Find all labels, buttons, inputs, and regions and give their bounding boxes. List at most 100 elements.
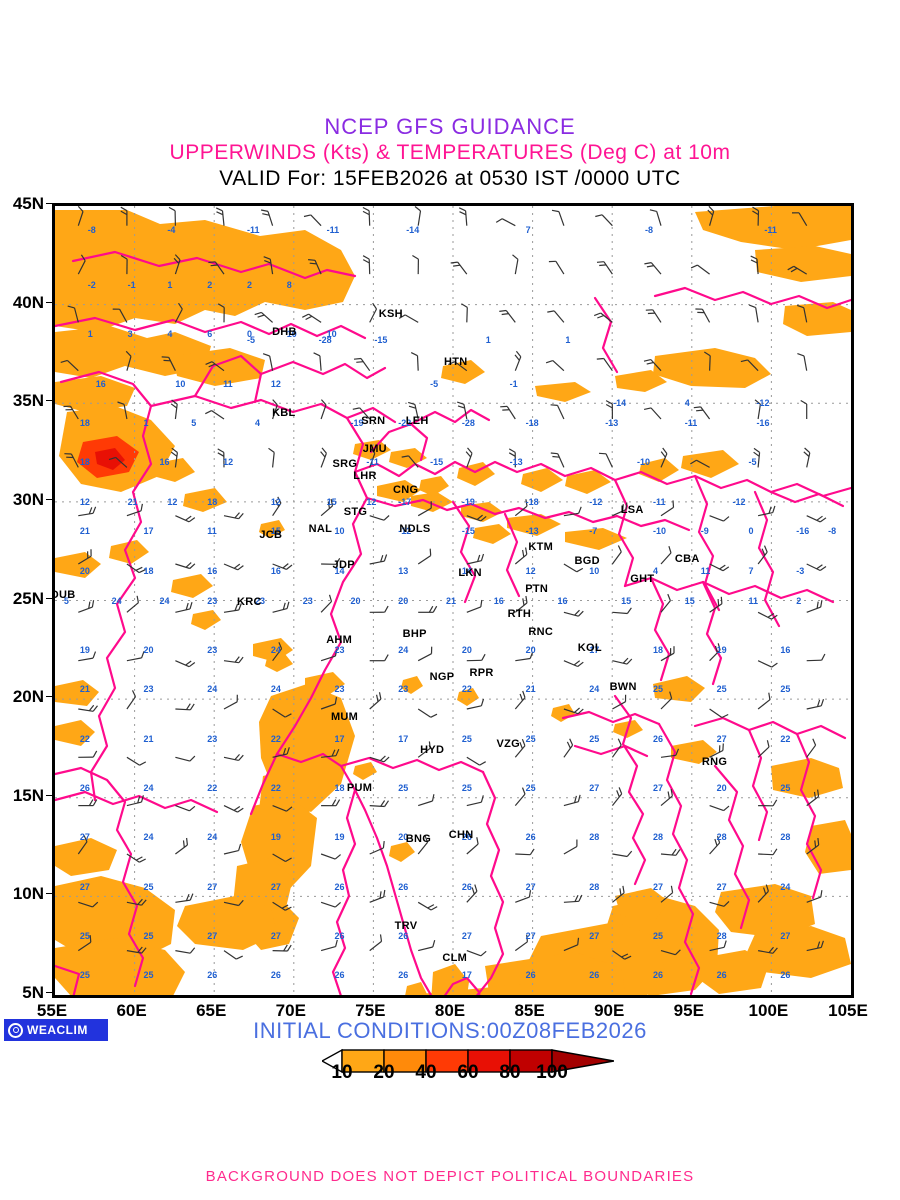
wind-barb bbox=[117, 401, 128, 420]
wind-barb bbox=[612, 694, 627, 710]
wind-barb bbox=[175, 805, 196, 812]
wind-barb bbox=[466, 756, 486, 766]
wind-barb bbox=[170, 399, 178, 420]
wind-barb bbox=[320, 399, 327, 420]
wind-barb bbox=[254, 311, 273, 323]
wind-barb bbox=[709, 836, 721, 855]
temperature-value: -16 bbox=[756, 417, 770, 428]
temperature-value: -14 bbox=[406, 224, 420, 235]
wind-barb bbox=[217, 448, 225, 468]
lat-tick-mark bbox=[46, 301, 52, 303]
wind-barb bbox=[757, 884, 769, 903]
temperature-value: -19 bbox=[350, 417, 364, 428]
map-plot-area[interactable]: -8 -4 -11 -11 -14 7 -8 -11 -2 -1 1 2 2 8 1 3 4 6 0 10 10 -5 -2… bbox=[52, 203, 854, 998]
temperature-value: 19 bbox=[79, 644, 90, 655]
wind-barb bbox=[709, 805, 730, 812]
wind-barb bbox=[612, 950, 632, 960]
wind-barb bbox=[709, 515, 730, 522]
wind-barb bbox=[175, 755, 196, 762]
temperature-value: 25 bbox=[780, 684, 791, 695]
wind-barb bbox=[806, 890, 823, 903]
temperature-value: 22 bbox=[207, 782, 218, 793]
wind-barb bbox=[563, 563, 584, 573]
temperature-value: 21 bbox=[446, 595, 457, 606]
wind-barb bbox=[660, 593, 671, 613]
temperature-value: -16 bbox=[796, 526, 810, 537]
temperature-value: 1 bbox=[565, 335, 571, 346]
wind-barb bbox=[418, 794, 435, 807]
weaclim-logo[interactable]: WEACLIM bbox=[4, 1019, 108, 1041]
city-label: RNG bbox=[701, 756, 728, 769]
temperature-value: 2 bbox=[207, 279, 213, 290]
wind-barb bbox=[757, 545, 768, 565]
temperature-value: 21 bbox=[79, 526, 90, 537]
wind-barb bbox=[321, 748, 340, 758]
lat-tick-mark bbox=[46, 400, 52, 402]
temperature-value: 28 bbox=[716, 930, 727, 941]
wind-barb bbox=[595, 214, 613, 227]
wind-barb bbox=[272, 496, 282, 517]
wind-barb bbox=[77, 549, 92, 565]
wind-barb bbox=[563, 894, 583, 903]
city-label: CHN bbox=[448, 829, 474, 842]
wind-barb bbox=[272, 944, 292, 952]
temperature-value: 8 bbox=[286, 279, 292, 290]
wind-barb bbox=[174, 302, 183, 323]
wind-barb bbox=[466, 950, 487, 957]
temperature-value: 25 bbox=[525, 733, 536, 744]
lat-tick-mark bbox=[46, 498, 52, 500]
wind-barb bbox=[223, 950, 243, 960]
city-label: BWN bbox=[609, 681, 637, 694]
city-label: SRN bbox=[361, 415, 386, 427]
wind-barb bbox=[223, 563, 244, 571]
wind-barb bbox=[514, 690, 526, 710]
wind-barb bbox=[320, 901, 341, 908]
wind-barb bbox=[272, 642, 283, 662]
lon-tick-label: 95E bbox=[673, 1001, 704, 1020]
wind-barb bbox=[791, 212, 808, 227]
temperature-value: -22 bbox=[398, 417, 412, 428]
lon-tick-label: 85E bbox=[514, 1001, 545, 1020]
temperature-value: 10 bbox=[286, 329, 297, 340]
temperature-value: -11 bbox=[764, 224, 777, 235]
temperature-value: -28 bbox=[461, 417, 475, 428]
temperature-value: -28 bbox=[318, 335, 332, 346]
temperature-value: -11 bbox=[247, 224, 260, 235]
wind-barb bbox=[757, 740, 770, 758]
wind-barb bbox=[596, 261, 613, 275]
colorbar[interactable] bbox=[322, 1048, 614, 1082]
wind-barb bbox=[563, 609, 584, 617]
wind-barb bbox=[362, 255, 371, 275]
wind-barb bbox=[806, 563, 827, 572]
wind-barb bbox=[398, 314, 419, 323]
temperature-value: 25 bbox=[79, 970, 90, 981]
wind-barb bbox=[612, 657, 633, 665]
temperature-value: 24 bbox=[143, 782, 154, 793]
temperature-value: 12 bbox=[270, 496, 281, 507]
city-label: LSA bbox=[620, 503, 644, 516]
lat-tick-label: 30N bbox=[12, 489, 44, 509]
wind-barb bbox=[448, 361, 468, 372]
temperature-value: -18 bbox=[525, 417, 539, 428]
wind-barb bbox=[660, 691, 673, 710]
wind-barb bbox=[748, 304, 759, 323]
temperature-value: -10 bbox=[637, 457, 651, 468]
temperature-value: 20 bbox=[398, 832, 409, 843]
temperature-value: -17 bbox=[398, 496, 412, 507]
wind-barb bbox=[709, 743, 724, 758]
wind-barb bbox=[660, 848, 681, 856]
wind-barb bbox=[593, 312, 613, 323]
wind-barb bbox=[461, 303, 468, 323]
wind-barb bbox=[369, 302, 378, 323]
temperature-value: 5 bbox=[191, 417, 197, 428]
wind-barb bbox=[175, 602, 193, 613]
wind-barb bbox=[752, 206, 760, 226]
temperature-value: 16 bbox=[493, 595, 504, 606]
lon-tick-label: 55E bbox=[36, 1001, 68, 1020]
lat-tick-label: 10N bbox=[12, 884, 44, 904]
temperature-value: 20 bbox=[461, 644, 472, 655]
wind-barb bbox=[77, 206, 84, 226]
wind-barb bbox=[563, 937, 580, 952]
temperature-value: 26 bbox=[652, 970, 663, 981]
temperature-value: 23 bbox=[398, 684, 409, 695]
